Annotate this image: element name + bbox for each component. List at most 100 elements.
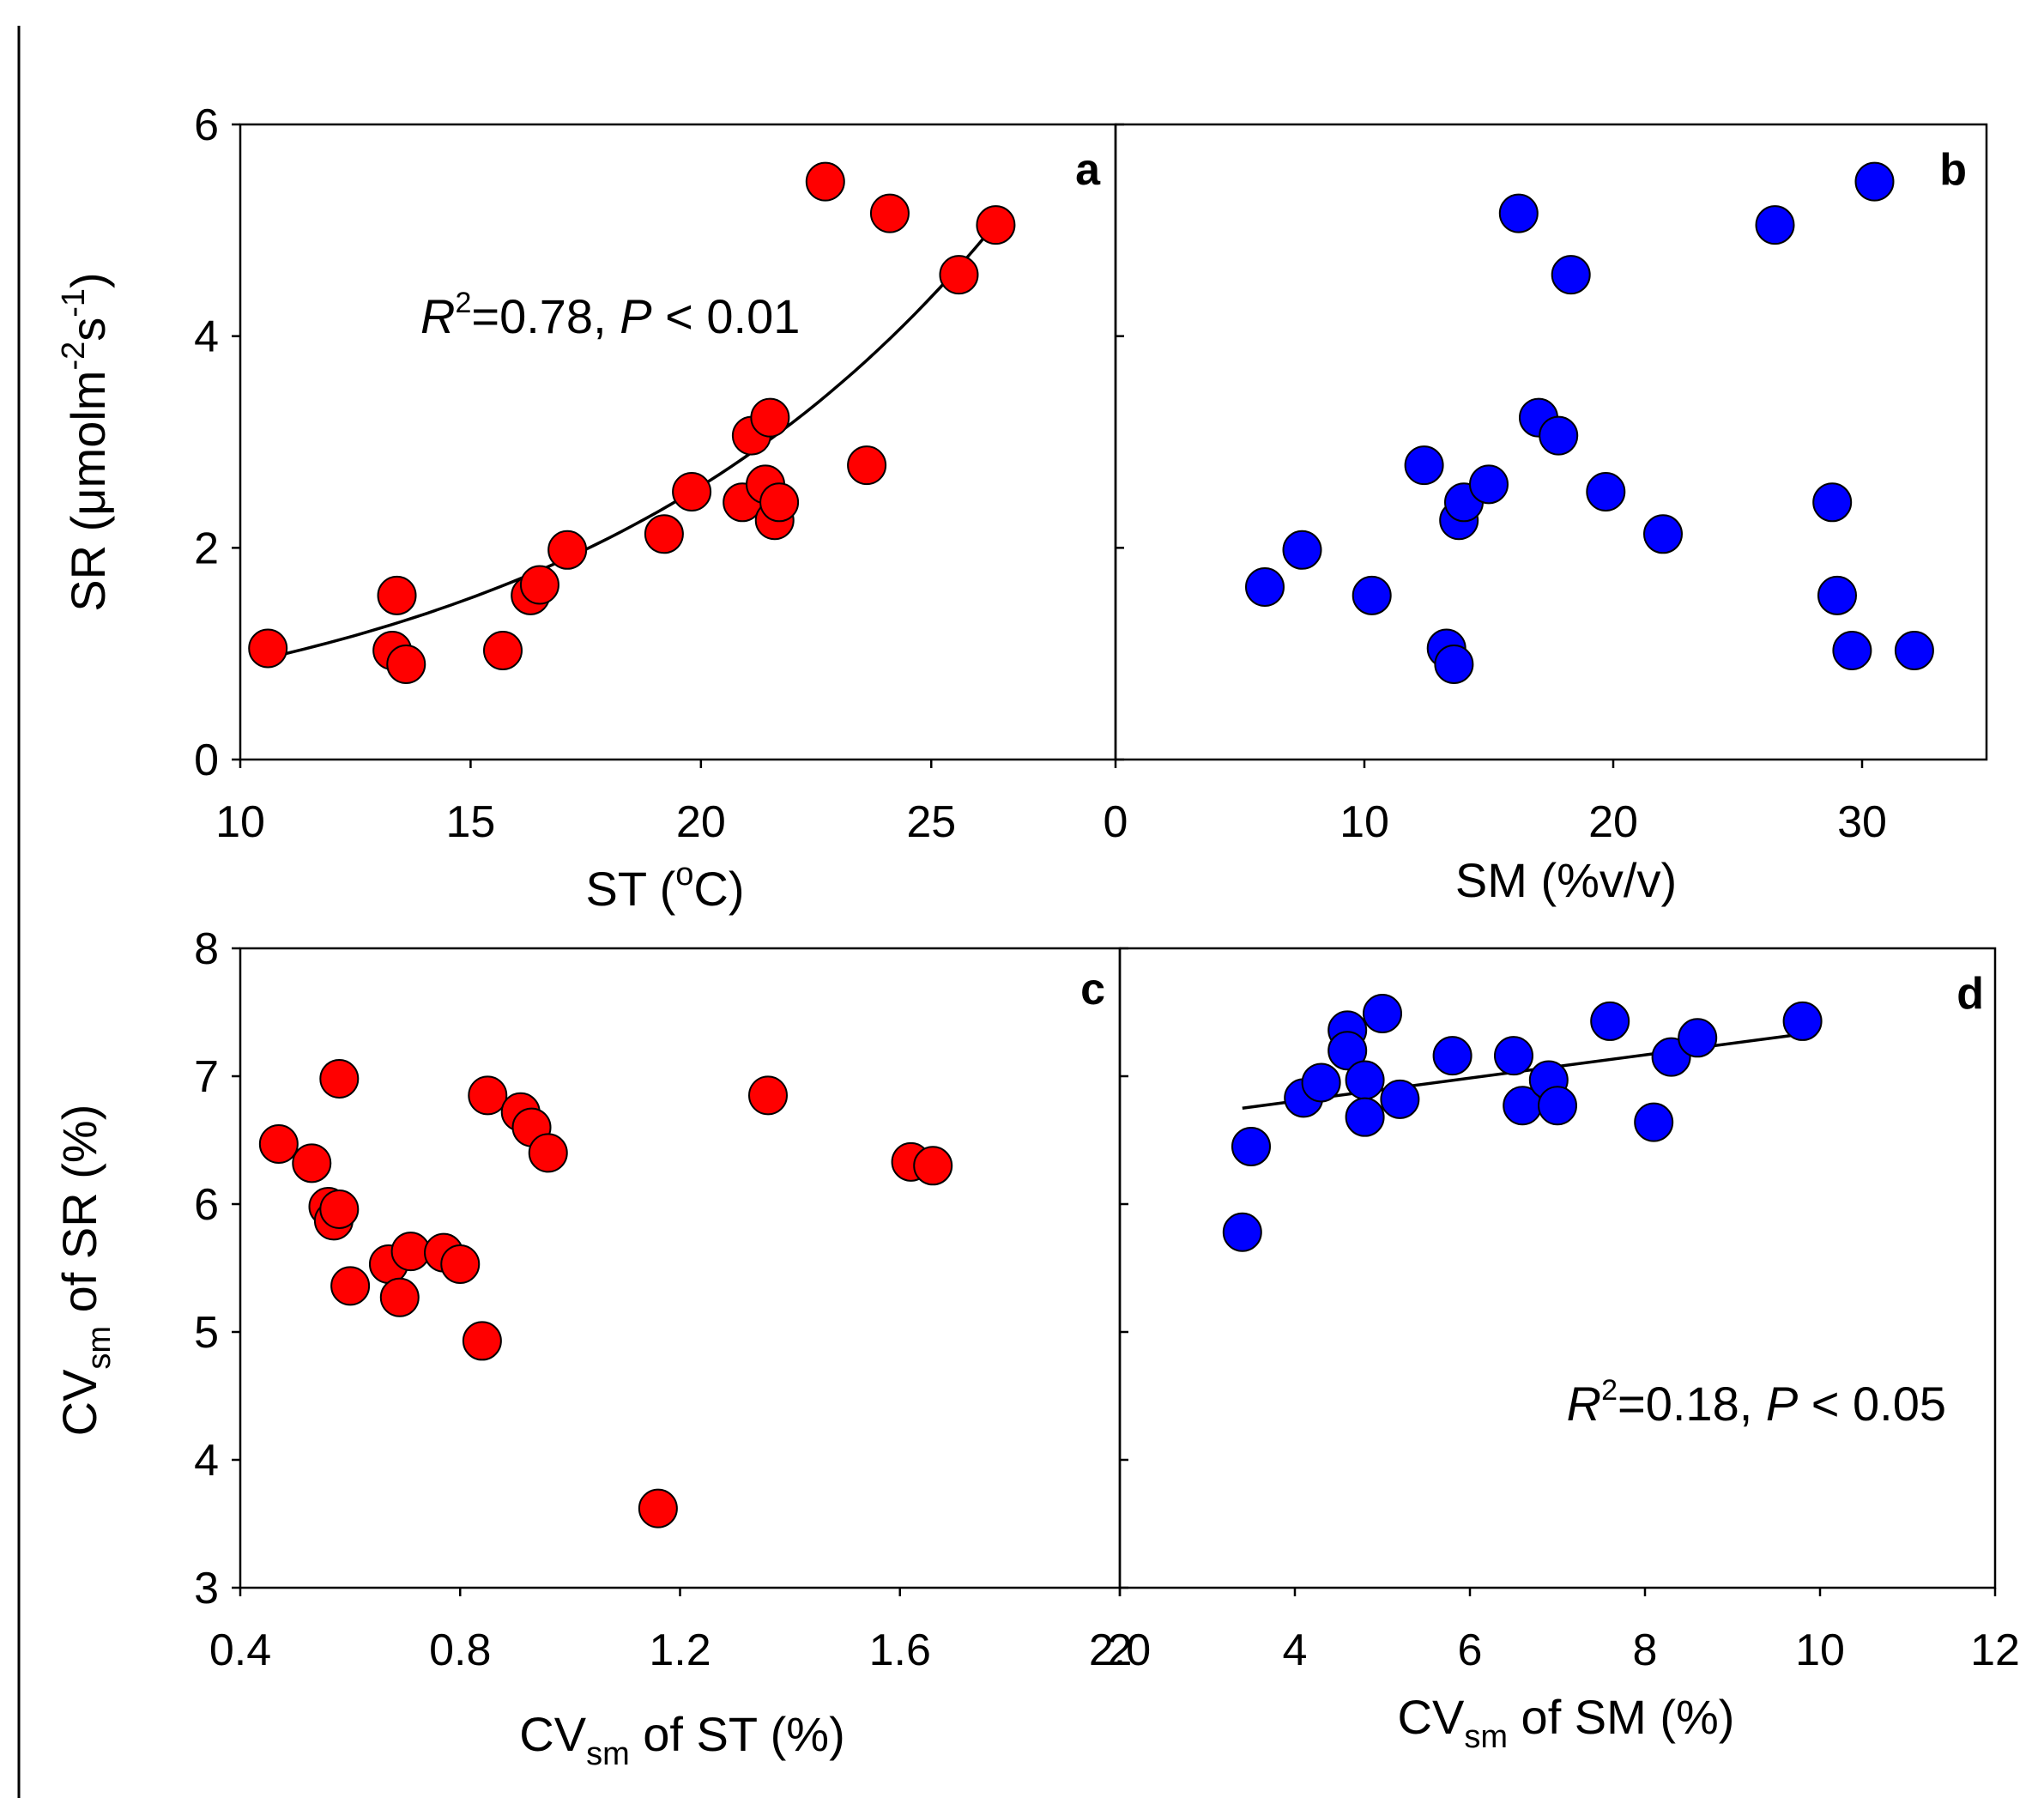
panel-d-stat-value: =0.18, <box>1618 1377 1766 1431</box>
panel-c-ylabel-sub: sm <box>82 1326 118 1370</box>
panel-a-stat-value: =0.78, <box>471 289 620 343</box>
data-point <box>468 1075 508 1116</box>
data-point <box>1345 1097 1385 1137</box>
data-point <box>1222 1212 1262 1252</box>
data-point <box>1352 575 1392 615</box>
panel-a-stat: R2=0.78, P < 0.01 <box>420 287 800 343</box>
y-tick-label: 3 <box>194 1564 219 1613</box>
x-tick-label: 20 <box>1588 797 1638 847</box>
data-point <box>1345 1060 1385 1100</box>
data-point <box>672 471 712 512</box>
panel-a-ylabel-sup2: -1 <box>56 288 92 318</box>
x-tick-label: 8 <box>1633 1625 1658 1675</box>
data-point <box>1832 630 1872 670</box>
data-point <box>292 1143 332 1183</box>
data-point <box>1586 471 1626 512</box>
panel-c-ylabel-main: CV <box>52 1369 106 1436</box>
x-tick-label: 30 <box>1837 797 1887 847</box>
data-point <box>1380 1079 1420 1119</box>
data-point <box>939 255 979 295</box>
data-point <box>330 1266 371 1306</box>
panel-c-xlabel-main: CV <box>519 1707 586 1761</box>
data-point <box>258 1123 299 1164</box>
data-point <box>1894 630 1934 670</box>
panel-d-letter: d <box>1956 969 1984 1019</box>
y-tick-label: 4 <box>194 1436 219 1486</box>
panel-c-xlabel-rest: of ST (%) <box>630 1707 845 1761</box>
x-tick-label: 12 <box>1970 1625 2020 1675</box>
x-tick-label: 4 <box>1283 1625 1308 1675</box>
panel-d-stat-prest: < 0.05 <box>1798 1377 1946 1431</box>
data-point <box>1590 1001 1630 1041</box>
panel-d-points <box>1222 993 1823 1252</box>
y-tick-label: 2 <box>194 524 219 573</box>
data-point <box>379 1277 420 1317</box>
data-point <box>1301 1062 1341 1103</box>
panel-d: 2 4 6 8 10 12 d R 2 =0.18, P < 0.05 <box>1108 947 2020 1675</box>
x-tick-label: 25 <box>906 797 956 847</box>
data-point <box>440 1244 481 1285</box>
panel-a-fit <box>267 216 1002 660</box>
panel-a-xlabel-end: C) <box>693 862 744 916</box>
data-point <box>1432 1036 1473 1076</box>
panel-a-ylabel-mid: s <box>61 318 115 342</box>
panel-a-ylabel: SR (μmolm-2s-1) <box>56 272 115 611</box>
panel-b-xlabel: SM (%v/v) <box>1455 853 1677 907</box>
data-point <box>644 514 684 554</box>
panel-c-letter: c <box>1080 965 1105 1014</box>
data-point <box>638 1488 678 1529</box>
data-point <box>1498 193 1539 233</box>
x-tick-label: 1.6 <box>869 1625 931 1675</box>
data-point <box>1404 445 1444 486</box>
x-tick-label: 2.0 <box>1089 1625 1151 1675</box>
data-point <box>547 530 588 570</box>
panel-d-xlabel-main: CV <box>1398 1690 1465 1744</box>
x-tick-label: 0.4 <box>209 1625 271 1675</box>
data-point <box>1782 1001 1823 1041</box>
y-tick-label: 0 <box>194 736 219 785</box>
data-point <box>1643 514 1683 554</box>
data-point <box>519 565 559 605</box>
data-point <box>1817 575 1857 615</box>
data-point <box>1282 530 1322 570</box>
x-tick-label: 10 <box>1795 1625 1845 1675</box>
panel-d-ticks: 2 4 6 8 10 12 <box>1108 947 2020 1675</box>
data-point <box>976 205 1016 245</box>
y-tick-label: 8 <box>194 924 219 974</box>
panel-c-ylabel-rest: of SR (%) <box>52 1105 106 1326</box>
y-tick-label: 6 <box>194 100 219 150</box>
y-tick-label: 4 <box>194 312 219 362</box>
fit-curve <box>267 216 1002 660</box>
panel-a-ticks: 10 15 20 25 0 2 4 6 <box>194 100 956 847</box>
x-tick-label: 2 <box>1108 1625 1133 1675</box>
panel-c-ticks: 0.4 0.8 1.2 1.6 2.0 3 4 5 6 7 8 <box>194 924 1151 1675</box>
panel-a-ylabel-main: SR (μmolm <box>61 371 115 612</box>
panel-a-letter: a <box>1075 145 1101 195</box>
data-point <box>1327 1031 1368 1071</box>
panel-a-xlabel-sup: o <box>675 857 693 893</box>
data-point <box>528 1133 568 1173</box>
panel-a-points <box>248 161 1016 684</box>
data-point <box>386 645 426 684</box>
panel-d-stat-p: P <box>1766 1377 1798 1431</box>
panel-d-xlabel: CVsm of SM (%) <box>1398 1690 1735 1755</box>
x-tick-label: 15 <box>445 797 495 847</box>
panel-c-xlabel-sub: sm <box>586 1736 630 1772</box>
panel-a-xlabel: ST (oC) <box>586 857 745 916</box>
panel-c-xlabel: CVsm of ST (%) <box>519 1707 844 1772</box>
panel-d-stat-r: R <box>1567 1377 1601 1431</box>
panel-a-ylabel-sup1: -2 <box>56 342 92 371</box>
y-tick-label: 6 <box>194 1180 219 1230</box>
panel-c-points <box>258 1058 953 1529</box>
panel-a-stat-p: P <box>620 289 651 343</box>
x-tick-label: 10 <box>215 797 265 847</box>
data-point <box>847 445 887 486</box>
x-tick-label: 6 <box>1458 1625 1483 1675</box>
panel-b-ticks: 0 10 20 30 <box>1104 123 1887 847</box>
panel-c: 0.4 0.8 1.2 1.6 2.0 3 4 5 6 7 8 c <box>194 924 1151 1675</box>
panel-a-stat-prest: < 0.01 <box>652 289 801 343</box>
data-point <box>319 1058 360 1099</box>
data-point <box>1854 161 1895 202</box>
x-tick-label: 20 <box>676 797 726 847</box>
data-point <box>1539 415 1579 456</box>
